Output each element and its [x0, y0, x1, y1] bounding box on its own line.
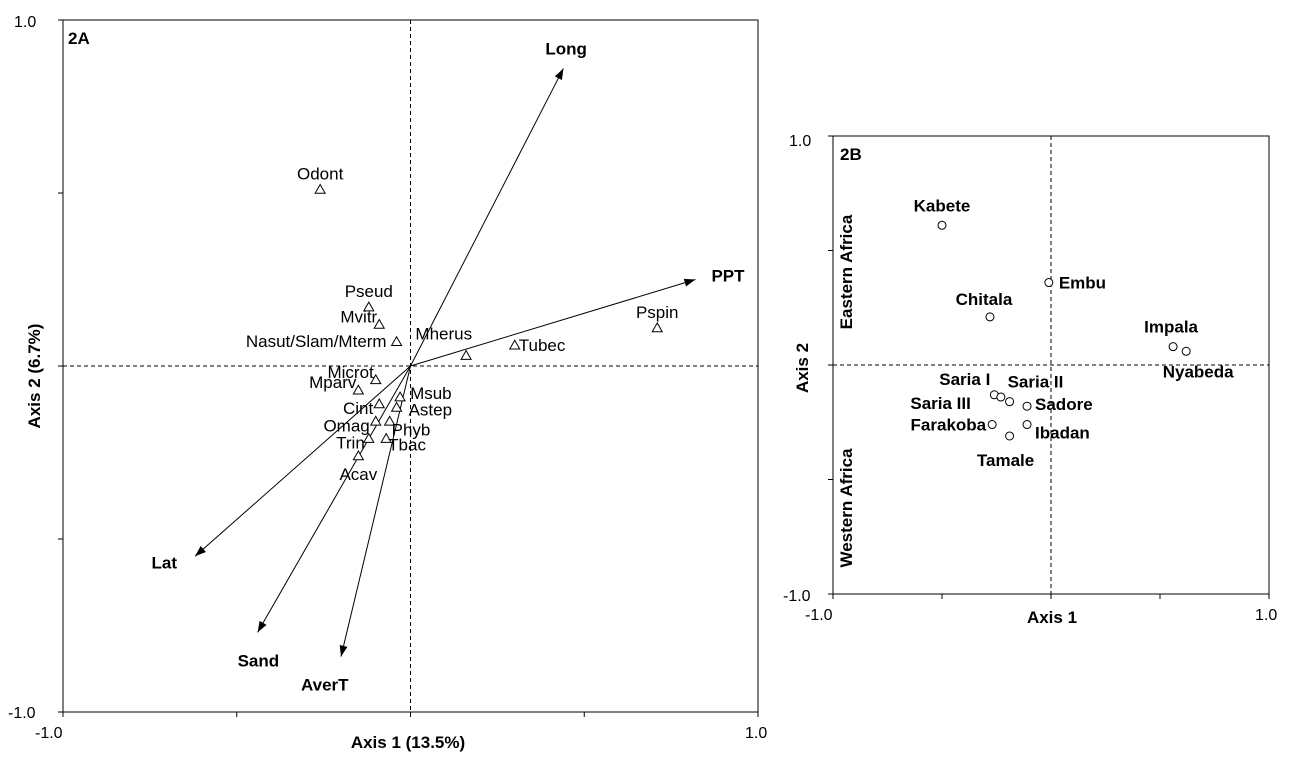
vector-label-long: Long	[545, 39, 587, 58]
panel-b-label: 2B	[840, 145, 862, 164]
species-label-phyb: Phyb	[392, 420, 431, 439]
region-label-eastern: Eastern Africa	[837, 214, 856, 329]
site-label-farakoba: Farakoba	[911, 416, 987, 435]
species-label-mparv: Mparv	[309, 373, 357, 392]
panel-b-x-tick-left: -1.0	[805, 607, 833, 624]
vector-label-ppt: PPT	[711, 267, 745, 286]
species-marker-pspin	[651, 321, 664, 333]
site-marker-farakoba	[987, 420, 997, 430]
panel-a-vectors: Long PPT Lat Sand AverT	[152, 39, 746, 694]
species-label-omag: Omag	[323, 416, 369, 435]
species-label-pseud: Pseud	[345, 282, 393, 301]
arrowhead-avert	[339, 645, 348, 657]
species-label-tbac: Tbac	[388, 436, 426, 455]
site-label-embu: Embu	[1059, 274, 1106, 293]
arrowhead-lat	[195, 546, 206, 557]
site-marker-saria-iii	[996, 392, 1006, 402]
site-label-ibadan: Ibadan	[1035, 424, 1090, 443]
species-label-nasut-slam-mterm: Nasut/Slam/Mterm	[246, 332, 387, 351]
species-label-tubec: Tubec	[519, 336, 566, 355]
arrowhead-sand	[257, 620, 267, 633]
species-label-acav: Acav	[339, 465, 377, 484]
species-label-mherus: Mherus	[415, 325, 472, 344]
vector-lat	[194, 365, 411, 557]
panel-a-x-axis-title: Axis 1 (13.5%)	[351, 733, 465, 752]
site-marker-ibadan	[1022, 420, 1032, 430]
vector-sand	[257, 365, 411, 633]
panel-b-y-tick-bottom: -1.0	[783, 588, 811, 605]
species-marker-microt	[369, 373, 382, 385]
site-marker-impala	[1168, 342, 1178, 352]
species-marker-msub	[394, 391, 406, 402]
species-label-odont: Odont	[297, 165, 344, 184]
site-marker-embu	[1044, 278, 1054, 288]
species-marker-cint	[373, 398, 386, 409]
site-label-sadore: Sadore	[1035, 395, 1093, 414]
panel-b: 2B 1.0 -1.0 -1.0 1.0 Axis 1 Axis 2 Easte…	[783, 133, 1277, 627]
species-marker-tubec	[508, 339, 521, 350]
panel-a-x-tick-left: -1.0	[35, 725, 63, 742]
region-label-western: Western Africa	[837, 448, 856, 568]
panel-a-label: 2A	[68, 29, 90, 48]
arrowhead-long	[554, 68, 564, 81]
vector-long	[410, 68, 564, 367]
species-label-cint: Cint	[343, 399, 374, 418]
species-marker-phyb	[383, 415, 396, 426]
panel-b-y-tick-top: 1.0	[789, 133, 811, 150]
species-marker-acav	[352, 449, 365, 461]
site-label-saria-ii: Saria II	[1008, 373, 1064, 392]
species-marker-trin	[362, 432, 375, 443]
site-marker-chitala	[985, 312, 995, 322]
site-label-impala: Impala	[1144, 318, 1198, 337]
species-marker-omag	[369, 415, 382, 426]
site-label-kabete: Kabete	[914, 196, 971, 215]
panel-b-ticks	[828, 135, 1270, 599]
vector-label-avert: AverT	[301, 676, 349, 695]
species-marker-pseud	[362, 301, 375, 312]
site-label-tamale: Tamale	[977, 451, 1034, 470]
panel-a-y-tick-top: 1.0	[14, 14, 36, 31]
vector-label-lat: Lat	[152, 553, 178, 572]
arrowhead-ppt	[683, 278, 696, 287]
species-marker-mvitr	[373, 318, 386, 329]
site-marker-saria-ii	[1005, 397, 1015, 407]
species-label-astep: Astep	[409, 401, 452, 420]
site-label-chitala: Chitala	[956, 290, 1013, 309]
panel-a-species: Odont Pseud Mvitr Nasut/Slam/Mterm Mherus Tub…	[246, 165, 679, 484]
species-marker-astep	[390, 401, 403, 412]
panel-a-y-axis-title: Axis 2 (6.7%)	[25, 324, 44, 429]
species-label-microt: Microt	[327, 363, 374, 382]
site-label-nyabeda: Nyabeda	[1163, 362, 1234, 381]
panel-a-x-tick-right: 1.0	[745, 725, 767, 742]
species-marker-mherus	[460, 349, 472, 360]
vector-avert	[340, 365, 411, 657]
site-marker-tamale	[1005, 431, 1015, 441]
site-label-saria-iii: Saria III	[910, 394, 970, 413]
panel-a-ticks	[58, 19, 759, 717]
panel-a-y-tick-bottom: -1.0	[8, 705, 36, 722]
panel-b-x-axis-title: Axis 1	[1027, 608, 1077, 627]
panel-b-y-axis-title: Axis 2	[793, 343, 812, 393]
species-marker-tbac	[380, 432, 393, 443]
panel-b-x-tick-right: 1.0	[1255, 607, 1277, 624]
vector-ppt	[410, 279, 696, 367]
species-marker-mparv	[352, 384, 365, 395]
site-marker-kabete	[937, 220, 947, 230]
site-marker-sadore	[1022, 401, 1032, 411]
vector-label-sand: Sand	[238, 651, 280, 670]
panel-a: 2A 1.0 -1.0 -1.0 1.0 Axis 1 (13.5%) Axis…	[8, 14, 767, 752]
species-label-mvitr: Mvitr	[340, 307, 377, 326]
species-marker-odont	[314, 183, 327, 194]
species-label-trin: Trin	[336, 434, 365, 453]
site-marker-nyabeda	[1181, 346, 1191, 356]
species-label-pspin: Pspin	[636, 303, 679, 322]
species-label-msub: Msub	[410, 384, 452, 403]
panel-b-sites: Kabete Embu Chitala Impala Nyabeda Saria I Sar…	[910, 196, 1234, 470]
species-marker-nasut-slam-mterm	[390, 335, 403, 347]
site-label-saria-i: Saria I	[939, 370, 990, 389]
